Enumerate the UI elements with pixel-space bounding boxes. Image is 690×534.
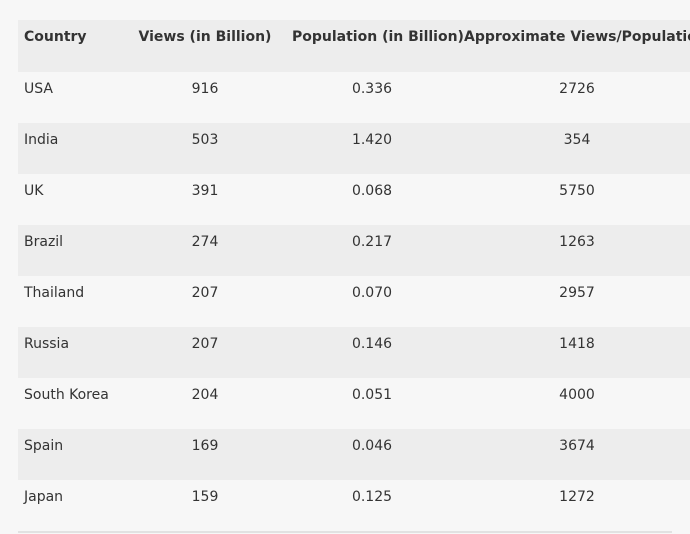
header-row: Country Views (in Billion) Population (i… (18, 20, 690, 72)
table-body: USA 916 0.336 2726 India 503 1.420 354 U… (18, 72, 690, 531)
table-row: Spain 169 0.046 3674 (18, 429, 690, 480)
cell-population: 0.336 (351, 81, 393, 97)
cell-population: 0.146 (351, 336, 393, 352)
cell-views-per-population: 2957 (559, 285, 595, 301)
cell-views-per-population: 5750 (559, 183, 595, 199)
table-row: India 503 1.420 354 (18, 123, 690, 174)
cell-population: 1.420 (351, 132, 393, 148)
cell-population: 0.068 (351, 183, 393, 199)
cell-views: 159 (191, 489, 219, 505)
table-row: Russia 207 0.146 1418 (18, 327, 690, 378)
cell-population: 0.046 (351, 438, 393, 454)
cell-views-per-population: 2726 (559, 81, 595, 97)
table-row: Japan 159 0.125 1272 (18, 480, 690, 531)
data-table-container: Country Views (in Billion) Population (i… (18, 20, 690, 531)
cell-views: 916 (191, 81, 219, 97)
cell-population: 0.051 (351, 387, 393, 403)
cell-country: Thailand (24, 285, 85, 301)
table-row: Thailand 207 0.070 2957 (18, 276, 690, 327)
cell-views: 204 (191, 387, 219, 403)
cell-views-per-population: 1272 (559, 489, 595, 505)
cell-views: 207 (191, 285, 219, 301)
header-views: Views (in Billion) (138, 29, 272, 45)
cell-views-per-population: 1263 (559, 234, 595, 250)
cell-country: Spain (24, 438, 64, 454)
header-country: Country (24, 29, 87, 45)
cell-country: South Korea (24, 387, 109, 403)
cell-views-per-population: 4000 (559, 387, 595, 403)
table-row: South Korea 204 0.051 4000 (18, 378, 690, 429)
cell-views: 207 (191, 336, 219, 352)
cell-population: 0.217 (351, 234, 393, 250)
cell-views: 503 (191, 132, 219, 148)
country-views-table: Country Views (in Billion) Population (i… (18, 20, 690, 531)
cell-views-per-population: 1418 (559, 336, 595, 352)
header-views-per-population: Approximate Views/Population (464, 29, 690, 45)
table-bottom-divider (18, 531, 672, 533)
cell-country: UK (24, 183, 44, 199)
cell-country: Russia (24, 336, 70, 352)
cell-views-per-population: 3674 (559, 438, 595, 454)
table-row: USA 916 0.336 2726 (18, 72, 690, 123)
table-header: Country Views (in Billion) Population (i… (18, 20, 690, 72)
table-row: Brazil 274 0.217 1263 (18, 225, 690, 276)
cell-views: 391 (191, 183, 219, 199)
cell-population: 0.070 (351, 285, 393, 301)
table-row: UK 391 0.068 5750 (18, 174, 690, 225)
cell-country: India (24, 132, 59, 148)
cell-country: Brazil (24, 234, 64, 250)
cell-population: 0.125 (351, 489, 393, 505)
cell-views-per-population: 354 (563, 132, 591, 148)
cell-views: 169 (191, 438, 219, 454)
cell-country: USA (24, 81, 53, 97)
cell-views: 274 (191, 234, 219, 250)
header-population: Population (in Billion) (292, 29, 464, 45)
cell-country: Japan (24, 489, 64, 505)
